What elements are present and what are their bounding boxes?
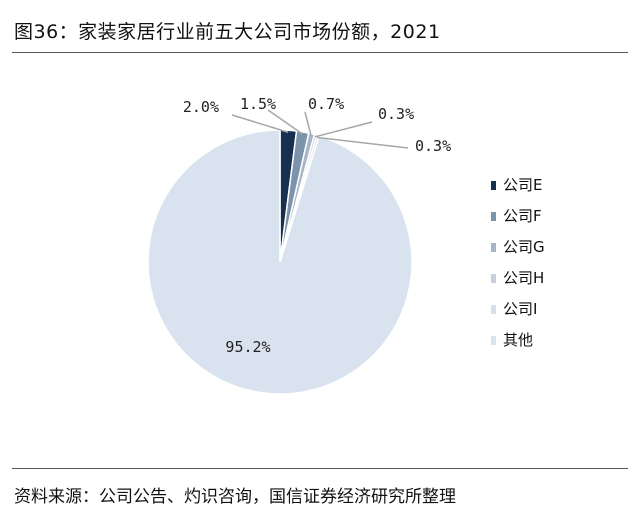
- leader-line: [267, 109, 303, 135]
- leader-line: [314, 121, 373, 138]
- slice-data-label: 1.5%: [240, 95, 276, 113]
- slice-data-label: 95.2%: [225, 338, 270, 356]
- leader-line: [304, 111, 312, 136]
- figure-title: 图36：家装家居行业前五大公司市场份额，2021: [14, 21, 441, 43]
- slice-data-label: 2.0%: [183, 98, 219, 116]
- legend-swatch: [491, 274, 496, 283]
- leader-line: [231, 114, 289, 133]
- legend-label: 公司G: [503, 238, 545, 256]
- pie-leaders: [231, 109, 409, 149]
- legend-swatch: [491, 305, 496, 314]
- legend-label: 公司F: [503, 207, 542, 225]
- legend-swatch: [491, 243, 496, 252]
- slice-data-label: 0.7%: [308, 95, 344, 113]
- legend-swatch: [491, 212, 496, 221]
- slice-data-label: 0.3%: [378, 105, 414, 123]
- legend-swatch: [491, 181, 496, 190]
- legend-swatch: [491, 336, 496, 345]
- legend-label: 公司H: [503, 269, 544, 287]
- title-divider: [12, 52, 628, 53]
- legend-label: 公司I: [503, 300, 537, 318]
- source-divider: [12, 468, 628, 469]
- legend: 公司E 公司F 公司G 公司H 公司I 其他: [491, 176, 545, 349]
- legend-label: 公司E: [503, 176, 542, 194]
- leader-line: [317, 136, 409, 149]
- legend-label: 其他: [503, 331, 533, 349]
- pie-slice: [147, 129, 413, 395]
- source-note: 资料来源：公司公告、灼识咨询，国信证券经济研究所整理: [14, 487, 456, 507]
- pie-slices: [147, 129, 413, 395]
- slice-data-label: 0.3%: [415, 137, 451, 155]
- pie-labels: 2.0% 1.5% 0.7% 0.3%0.3% 95.2%: [183, 95, 451, 356]
